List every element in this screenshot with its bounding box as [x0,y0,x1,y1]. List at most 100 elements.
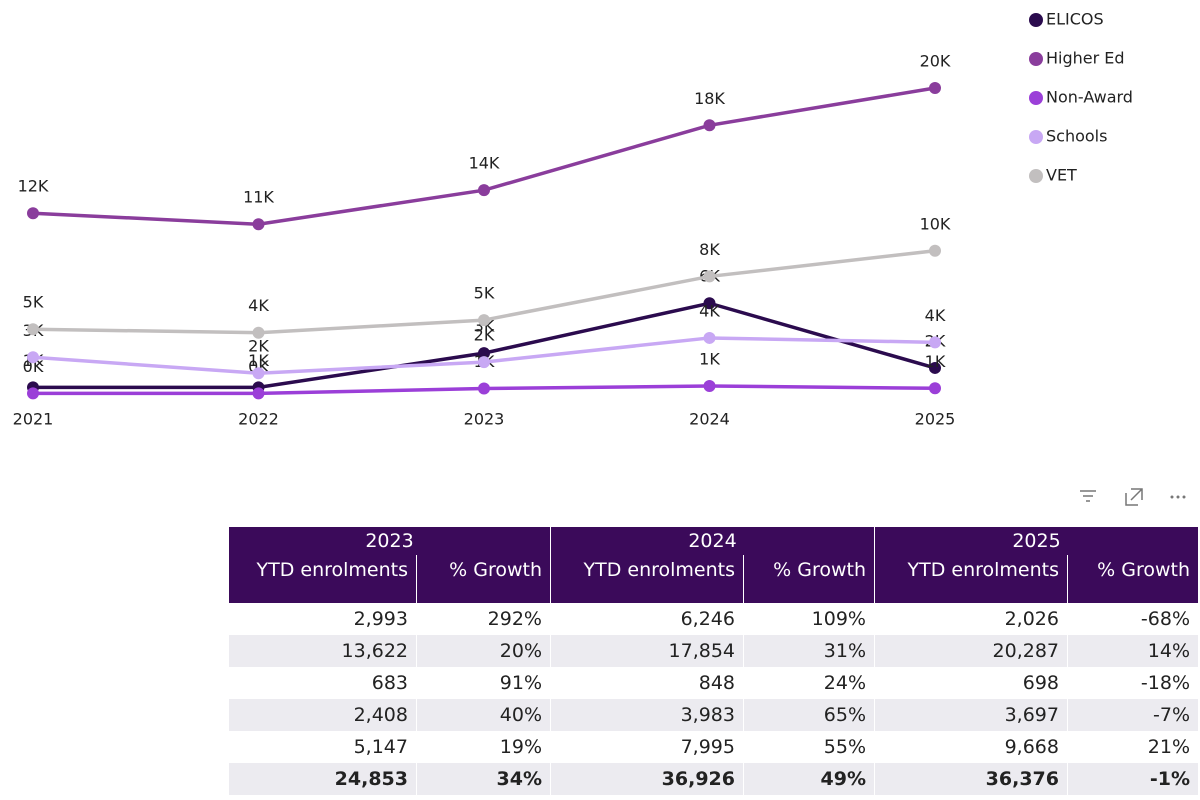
data-point [27,207,39,220]
data-row: 683 91% 848 24% 698 -18% [228,667,1198,699]
data-label: 4K [925,306,946,325]
legend-label: Schools [1046,127,1107,146]
data-label: 8K [699,240,720,259]
table-cell: 292% [416,603,551,635]
year-header-row: 2023 2024 2025 [228,527,1198,555]
table-cell: 21% [1067,731,1198,763]
data-point [703,270,716,283]
data-point [929,244,941,257]
table-cell: 55% [743,731,875,763]
focus-icon[interactable] [1125,488,1143,506]
table-cell: 65% [743,699,875,731]
data-label: 20K [920,52,951,71]
table-cell: 20% [416,635,551,667]
legend-label: VET [1046,166,1077,185]
data-point [27,323,39,336]
data-point [478,347,490,360]
data-point [703,331,716,344]
table-cell: 3,983 [550,699,744,731]
legend-label: Non-Award [1046,88,1133,107]
table-cell: 683 [228,667,417,699]
visual-header-icons[interactable] [1080,488,1186,506]
table-cell: 24,853 [228,763,417,795]
data-row: 2,993 292% 6,246 109% 2,026 -68% [228,603,1198,635]
column-header: % Growth [1067,555,1198,603]
table-cell: 40% [416,699,551,731]
column-header: YTD enrolments [228,555,417,603]
data-label: 10K [920,214,951,233]
table-cell: 91% [416,667,551,699]
data-point [929,336,941,349]
table-cell: 9,668 [874,731,1068,763]
data-label: 4K [699,301,720,320]
table-cell: 24% [743,667,875,699]
legend-marker [1029,169,1043,183]
table-cell: 36,376 [874,763,1068,795]
data-point [252,387,265,400]
data-point [478,314,490,327]
x-tick-label: 2021 [13,410,54,429]
year-header: 2025 [874,527,1198,555]
data-label: 2K [474,326,495,345]
legend-marker [1029,13,1043,27]
table-cell: 19% [416,731,551,763]
table-cell: -68% [1067,603,1198,635]
column-header: % Growth [416,555,551,603]
table-cell: 14% [1067,635,1198,667]
legend-label: Higher Ed [1046,49,1125,68]
x-tick-label: 2022 [238,410,279,429]
table-cell: 2,993 [228,603,417,635]
data-point [27,351,39,364]
data-label: 14K [469,154,500,173]
column-header: % Growth [743,555,875,603]
data-label: 1K [248,351,269,370]
data-point [703,297,716,310]
table-cell: -7% [1067,699,1198,731]
data-label: 1K [699,350,720,369]
total-row: 24,853 34% 36,926 49% 36,376 -1% [228,763,1198,795]
table-cell: 848 [550,667,744,699]
table-cell: 7,995 [550,731,744,763]
table-cell: 17,854 [550,635,744,667]
data-point [703,119,716,132]
table-cell: 5,147 [228,731,417,763]
data-point [478,184,490,197]
table-cell: 698 [874,667,1068,699]
x-tick-label: 2025 [915,410,956,429]
data-label: 4K [248,296,269,315]
year-header: 2024 [550,527,875,555]
data-point [929,361,941,374]
data-label: 12K [18,177,49,196]
table-cell: 2,026 [874,603,1068,635]
table-cell: 49% [743,763,875,795]
x-tick-label: 2024 [689,410,730,429]
data-row: 13,622 20% 17,854 31% 20,287 14% [228,635,1198,667]
table-cell: -1% [1067,763,1198,795]
data-label: 1K [925,352,946,371]
data-point [478,382,490,395]
data-label: 5K [474,284,495,303]
table-cell: 20,287 [874,635,1068,667]
table-cell: 13,622 [228,635,417,667]
data-label: 5K [23,293,44,312]
filter-icon[interactable] [1080,490,1096,502]
table-cell: 34% [416,763,551,795]
column-header: YTD enrolments [550,555,744,603]
data-point [252,367,265,380]
more-icon[interactable] [1170,495,1186,499]
legend-marker [1029,52,1043,66]
data-point [252,326,265,339]
data-point [27,387,39,400]
data-row: 2,408 40% 3,983 65% 3,697 -7% [228,699,1198,731]
data-point [929,382,941,395]
data-point [929,82,941,94]
year-header: 2023 [228,527,551,555]
table-cell: 109% [743,603,875,635]
column-header: YTD enrolments [874,555,1068,603]
table-cell: 36,926 [550,763,744,795]
data-label: 0K [23,357,44,376]
table-cell: 31% [743,635,875,667]
data-row: 5,147 19% 7,995 55% 9,668 21% [228,731,1198,763]
matrix-table: 2023 2024 2025 YTD enrolments% Growth YTD en… [228,527,1198,795]
